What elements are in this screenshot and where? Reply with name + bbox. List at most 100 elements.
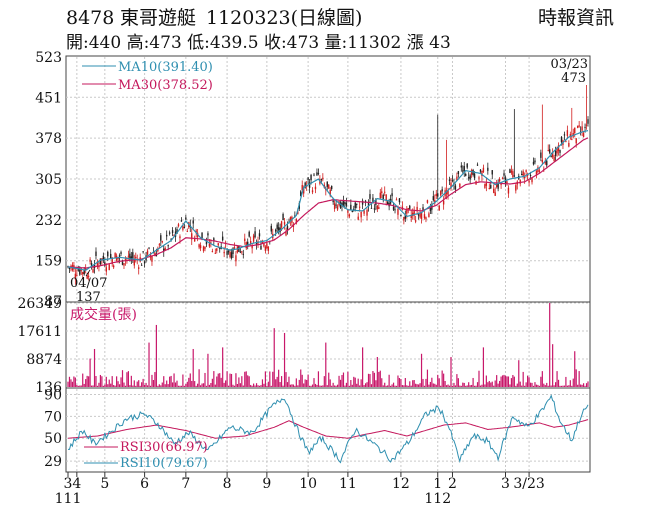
candle-body xyxy=(304,182,306,188)
candle-body xyxy=(519,179,521,184)
candle-body xyxy=(133,260,135,266)
candle-body xyxy=(233,247,236,249)
volume-bar xyxy=(288,376,290,387)
candle-body xyxy=(522,171,524,176)
rsi-y-tick-label: 70 xyxy=(44,409,62,425)
volume-bar xyxy=(144,384,146,387)
volume-bar xyxy=(529,382,532,387)
ma30-line xyxy=(67,137,589,269)
rsi-y-tick-label: 50 xyxy=(44,431,62,447)
volume-bar xyxy=(308,385,311,387)
volume-bar xyxy=(170,375,172,387)
candle-body xyxy=(229,252,231,258)
price-y-tick-label: 378 xyxy=(35,131,62,147)
candle-body xyxy=(168,232,171,234)
candle-body xyxy=(143,261,146,264)
candle-body xyxy=(386,201,389,205)
volume-bar xyxy=(311,384,314,387)
candle-body xyxy=(439,190,442,196)
candle-body xyxy=(217,243,219,246)
candle-body xyxy=(311,190,314,193)
volume-bar xyxy=(169,376,171,387)
candle-body xyxy=(163,248,165,252)
volume-bar xyxy=(394,385,396,387)
volume-bar xyxy=(484,384,486,387)
volume-bar xyxy=(563,385,566,387)
candle-body xyxy=(510,170,513,173)
volume-bar xyxy=(88,376,90,387)
candle-body xyxy=(283,221,286,225)
candle-body xyxy=(202,246,205,251)
volume-bar xyxy=(375,380,377,387)
volume-bar xyxy=(166,380,168,387)
volume-bar xyxy=(133,380,135,387)
volume-bar xyxy=(423,385,426,387)
volume-bar xyxy=(535,384,538,387)
candle-body xyxy=(559,150,561,153)
candle-body xyxy=(398,198,401,203)
candle-body xyxy=(403,216,405,221)
volume-bar xyxy=(202,383,205,387)
volume-bar xyxy=(341,375,343,387)
candle-body xyxy=(270,225,272,232)
volume-bar xyxy=(451,385,454,387)
candle-body xyxy=(130,256,133,259)
candle-body xyxy=(247,241,249,245)
volume-bar xyxy=(89,358,91,387)
volume-bar xyxy=(362,347,364,387)
volume-bar xyxy=(280,376,283,387)
volume-bar xyxy=(325,342,327,387)
candle-body xyxy=(435,193,437,196)
volume-bar xyxy=(472,377,474,387)
volume-bar xyxy=(444,380,446,387)
volume-y-tick-label: 17611 xyxy=(17,324,62,340)
candle-body xyxy=(535,170,538,176)
volume-bar xyxy=(285,372,287,387)
candle-body xyxy=(423,214,426,219)
candle-body xyxy=(87,275,90,277)
volume-bar xyxy=(179,385,181,387)
candle-body xyxy=(473,173,476,179)
candle-body xyxy=(382,194,384,200)
candle-body xyxy=(448,179,451,181)
volume-bar xyxy=(332,382,334,387)
volume-bar xyxy=(167,384,169,387)
rsi10-line xyxy=(68,394,589,464)
volume-bar xyxy=(188,377,190,387)
volume-bar xyxy=(102,385,104,387)
stock-code: 8478 xyxy=(66,7,114,29)
candle-body xyxy=(171,230,174,234)
candle-body xyxy=(344,201,346,205)
candle-body xyxy=(404,215,407,219)
candle-body xyxy=(267,246,270,251)
volume-bar xyxy=(76,384,78,387)
candle-body xyxy=(392,206,395,210)
candle-body xyxy=(348,214,351,217)
volume-bar xyxy=(317,371,320,387)
volume-bar xyxy=(251,385,253,387)
volume-bar xyxy=(562,385,564,387)
volume-bar xyxy=(286,382,289,387)
volume-bar xyxy=(104,384,106,387)
candle-body xyxy=(556,147,558,154)
volume-bar xyxy=(107,384,109,387)
volume-bar xyxy=(515,385,517,387)
volume-bar xyxy=(157,385,159,387)
volume-bar xyxy=(518,360,520,387)
volume-bar xyxy=(485,375,487,387)
volume-y-tick-label: 8874 xyxy=(26,352,62,368)
volume-bar xyxy=(429,381,431,387)
candle-body xyxy=(469,175,471,180)
x-tick-label: 11 xyxy=(339,476,357,492)
candle-body xyxy=(459,183,461,188)
candle-body xyxy=(456,176,458,181)
volume-bar xyxy=(431,377,433,387)
candle-body xyxy=(378,207,380,210)
candle-body xyxy=(67,266,69,268)
volume-bar xyxy=(301,374,303,387)
candle-body xyxy=(244,238,246,242)
candle-body xyxy=(521,173,523,175)
volume-bar xyxy=(275,379,277,387)
volume-bar xyxy=(126,372,128,387)
candle-body xyxy=(523,177,526,179)
